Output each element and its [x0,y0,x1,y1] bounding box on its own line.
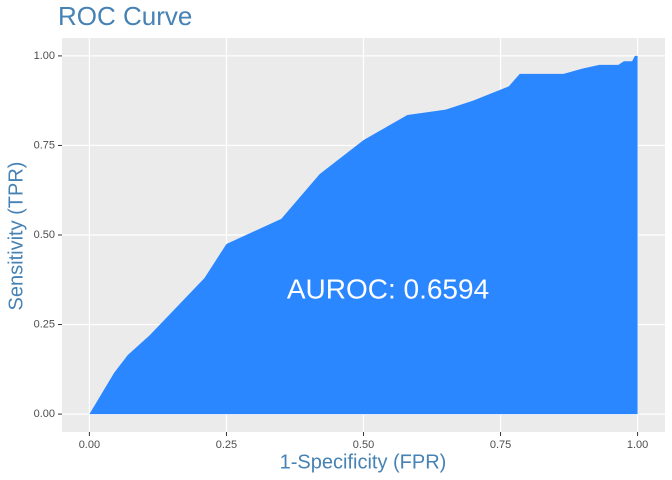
y-axis-title: Sensitivity (TPR) [5,162,27,311]
roc-area [89,55,638,415]
y-tick-label: 0.00 [34,408,55,420]
x-tick-label: 1.00 [627,439,648,451]
x-tick-label: 0.75 [490,439,511,451]
y-tick-label: 1.00 [34,50,55,62]
annotation: AUROC: 0.6594 [287,273,489,304]
x-tick-label: 0.00 [79,439,100,451]
y-tick-label: 0.50 [34,229,55,241]
y-tick-label: 0.25 [34,318,55,330]
x-tick-label: 0.25 [216,439,237,451]
x-tick-label: 0.50 [353,439,374,451]
y-tick-label: 0.75 [34,139,55,151]
chart-title: ROC Curve [58,1,192,31]
x-axis-title: 1-Specificity (FPR) [280,451,447,473]
